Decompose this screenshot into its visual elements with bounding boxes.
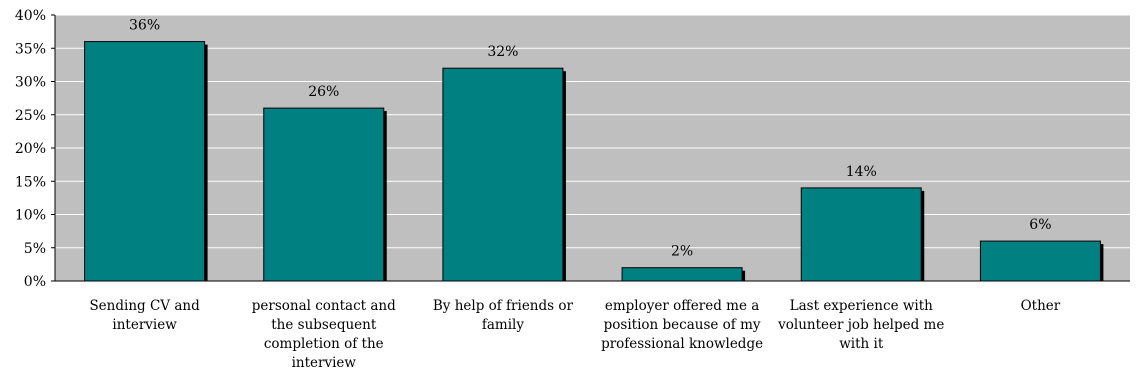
y-tick-label: 5% (24, 241, 46, 257)
y-tick-label: 30% (15, 75, 46, 91)
data-label: 14% (846, 164, 877, 180)
x-category-label-3: employer offered me a position because o… (601, 298, 764, 352)
x-category-label-0: Sending CV and interview (89, 298, 200, 333)
data-label: 6% (1029, 217, 1051, 233)
bar (800, 187, 922, 282)
x-category-label-4: Last experience with volunteer job helpe… (778, 298, 945, 352)
bar (84, 41, 206, 282)
x-category-label-2: By help of friends or family (432, 298, 573, 333)
x-category-label-5: Other (1020, 298, 1061, 314)
bar (621, 267, 743, 282)
y-tick-label: 0% (24, 274, 46, 290)
y-tick-label: 20% (15, 141, 46, 157)
x-category-label-1: personal contact and the subsequent comp… (251, 298, 396, 371)
bar (442, 67, 564, 282)
y-tick-label: 15% (15, 174, 46, 190)
bar (263, 107, 385, 282)
bar (979, 240, 1101, 282)
y-tick-label: 35% (15, 41, 46, 57)
y-tick-label: 25% (15, 108, 46, 124)
y-tick-label: 10% (15, 208, 46, 224)
data-label: 26% (308, 84, 339, 100)
data-label: 32% (487, 44, 518, 60)
y-tick-label: 40% (15, 8, 46, 24)
data-label: 2% (671, 244, 693, 260)
data-label: 36% (129, 18, 160, 34)
